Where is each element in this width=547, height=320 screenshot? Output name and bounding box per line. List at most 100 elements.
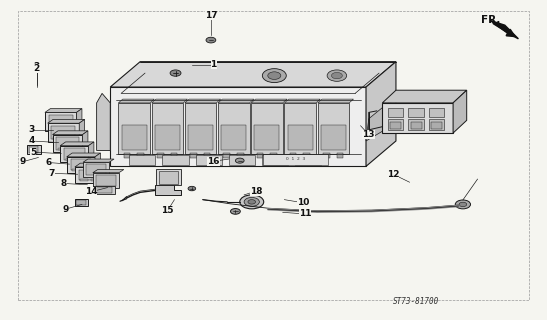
Polygon shape — [77, 108, 82, 132]
Text: 6: 6 — [45, 158, 52, 167]
Polygon shape — [48, 119, 85, 123]
Bar — [270, 153, 277, 158]
Text: 9: 9 — [62, 205, 69, 214]
Bar — [80, 179, 89, 181]
Bar — [51, 126, 75, 139]
Bar — [64, 148, 85, 160]
Bar — [388, 119, 403, 131]
Bar — [79, 170, 100, 180]
Polygon shape — [366, 101, 396, 141]
Bar — [304, 153, 310, 158]
Bar — [96, 175, 115, 186]
Bar — [171, 153, 177, 158]
Polygon shape — [453, 90, 467, 133]
Text: 13: 13 — [363, 130, 375, 139]
Polygon shape — [83, 162, 109, 178]
Bar — [121, 125, 147, 150]
Bar — [157, 153, 164, 158]
Text: 14: 14 — [85, 187, 97, 196]
Polygon shape — [53, 131, 88, 135]
Bar — [321, 125, 346, 150]
Polygon shape — [118, 99, 154, 103]
Bar — [237, 153, 243, 158]
Bar — [155, 125, 180, 150]
Text: 11: 11 — [299, 209, 311, 219]
Text: 4: 4 — [28, 136, 34, 146]
Text: 1: 1 — [211, 60, 217, 69]
Text: FR.: FR. — [481, 15, 501, 25]
Bar — [429, 108, 444, 117]
Polygon shape — [89, 142, 94, 162]
Bar — [288, 125, 313, 150]
Bar — [295, 155, 322, 165]
Polygon shape — [60, 146, 89, 162]
Text: 15: 15 — [161, 206, 173, 215]
Bar — [190, 153, 197, 158]
Polygon shape — [284, 99, 321, 103]
Bar — [124, 153, 130, 158]
Bar — [388, 108, 403, 117]
Circle shape — [248, 200, 255, 204]
Polygon shape — [45, 108, 82, 112]
Polygon shape — [75, 199, 89, 206]
Bar — [58, 148, 66, 150]
Text: 18: 18 — [250, 187, 263, 196]
Bar — [223, 153, 230, 158]
Bar — [162, 155, 189, 165]
Polygon shape — [48, 123, 79, 142]
Bar — [159, 171, 178, 184]
Bar — [86, 164, 106, 175]
Bar — [56, 137, 79, 149]
Polygon shape — [79, 119, 85, 142]
Polygon shape — [97, 93, 110, 150]
Text: 8: 8 — [61, 179, 67, 188]
Bar — [323, 153, 329, 158]
Text: 0  1  2  3: 0 1 2 3 — [286, 157, 305, 161]
Bar — [409, 108, 424, 117]
Text: 3: 3 — [28, 125, 34, 134]
Circle shape — [240, 195, 264, 209]
Circle shape — [263, 69, 286, 83]
Bar — [77, 158, 85, 161]
Text: 5: 5 — [30, 148, 36, 156]
Bar — [129, 155, 155, 165]
Polygon shape — [95, 153, 101, 173]
Bar — [71, 159, 91, 170]
Polygon shape — [93, 170, 124, 173]
Bar — [50, 127, 59, 130]
Polygon shape — [185, 99, 220, 103]
Polygon shape — [152, 99, 188, 103]
Bar — [95, 187, 112, 193]
Polygon shape — [218, 99, 254, 103]
Polygon shape — [93, 186, 114, 194]
Bar — [53, 138, 61, 140]
Polygon shape — [83, 131, 88, 152]
Polygon shape — [152, 103, 183, 154]
Bar — [72, 169, 80, 171]
Circle shape — [188, 186, 196, 191]
Bar — [83, 169, 91, 171]
Polygon shape — [382, 103, 453, 133]
Bar — [49, 115, 73, 129]
Circle shape — [244, 197, 259, 206]
Circle shape — [327, 70, 347, 81]
Text: 2: 2 — [33, 62, 40, 71]
Circle shape — [455, 200, 470, 209]
Polygon shape — [284, 103, 316, 154]
Polygon shape — [93, 173, 119, 188]
Bar — [64, 138, 72, 140]
Circle shape — [331, 72, 342, 79]
Polygon shape — [318, 99, 353, 103]
Bar — [196, 155, 222, 165]
Text: 9: 9 — [20, 157, 26, 166]
Polygon shape — [110, 62, 396, 87]
Text: 2: 2 — [33, 63, 40, 73]
Bar — [91, 179, 100, 181]
Bar — [336, 153, 343, 158]
Bar — [28, 146, 38, 153]
Polygon shape — [118, 103, 150, 154]
Text: 7: 7 — [49, 169, 55, 178]
Polygon shape — [218, 103, 249, 154]
Polygon shape — [155, 185, 181, 195]
Bar — [204, 153, 211, 158]
